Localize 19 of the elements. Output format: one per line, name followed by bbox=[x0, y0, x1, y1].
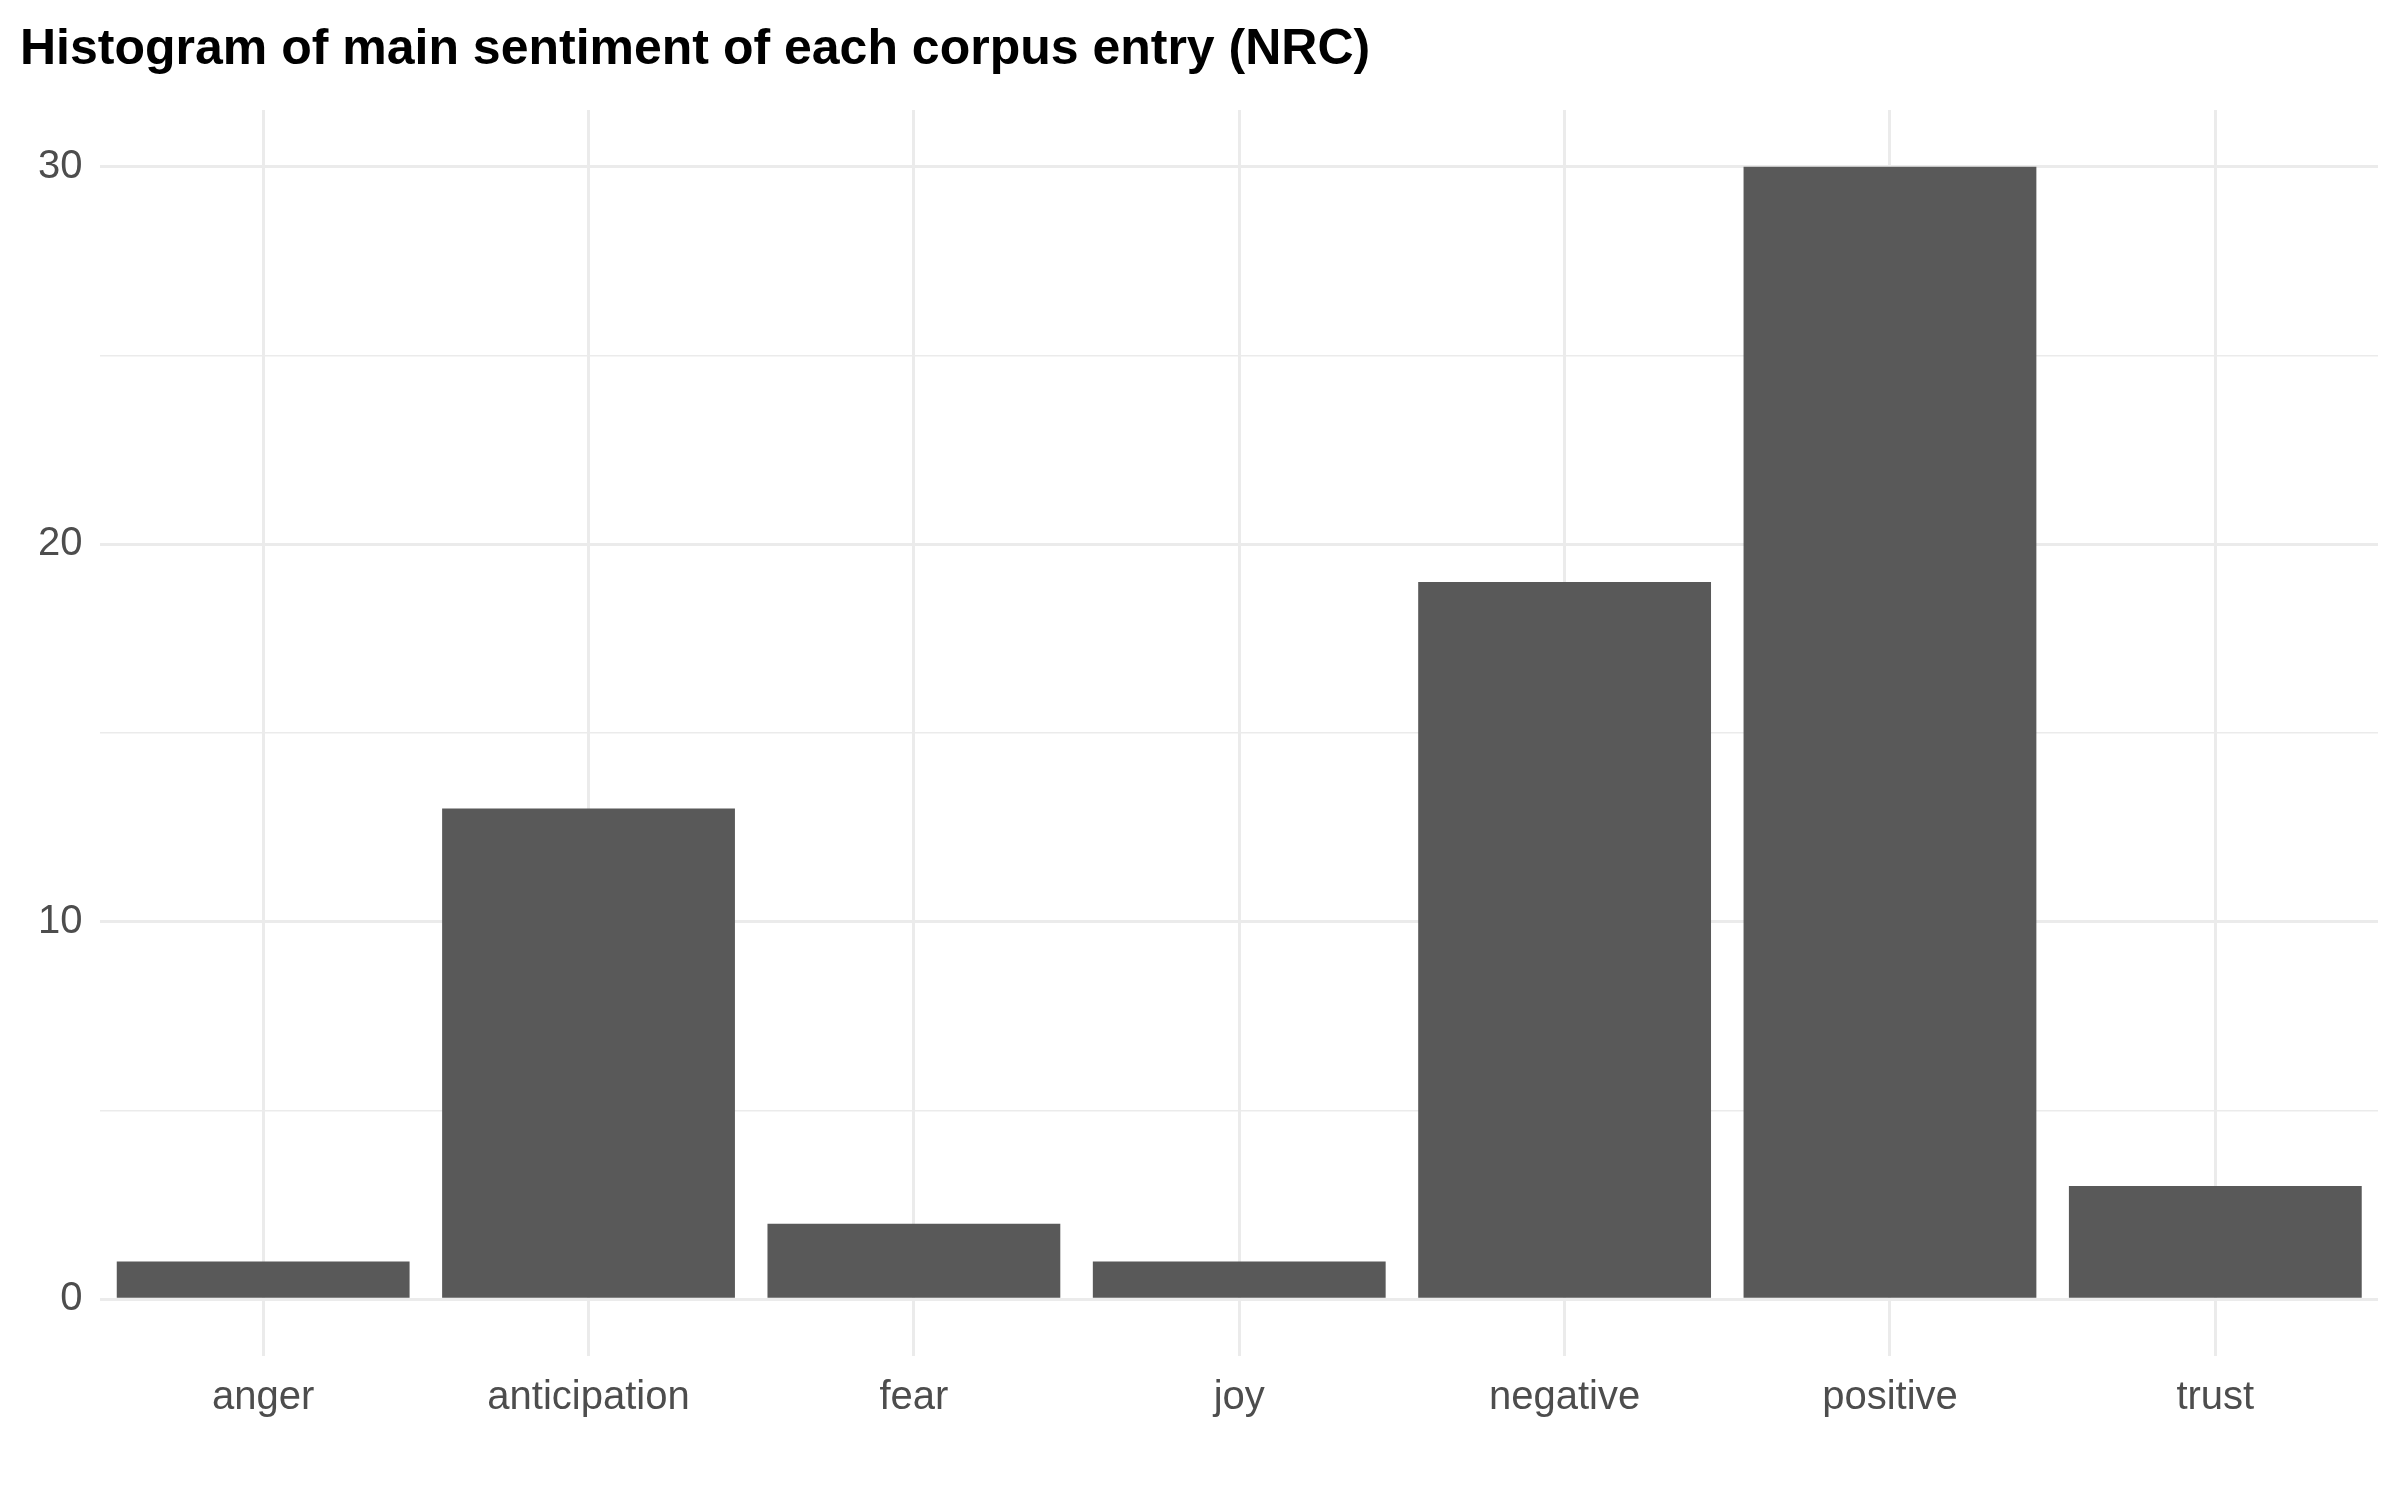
bar bbox=[767, 1223, 1061, 1298]
bar bbox=[442, 808, 735, 1298]
x-tick-label: positive bbox=[1822, 1373, 1958, 1418]
y-tick-label: 30 bbox=[37, 141, 83, 186]
x-tick-label: anger bbox=[212, 1373, 315, 1418]
x-tick-label: anticipation bbox=[487, 1373, 690, 1418]
y-tick-label: 0 bbox=[60, 1274, 83, 1319]
y-tick-label: 20 bbox=[37, 519, 83, 564]
bar bbox=[1743, 166, 2037, 1298]
x-tick-label: negative bbox=[1488, 1373, 1641, 1418]
x-tick-label: joy bbox=[1212, 1373, 1265, 1418]
bar bbox=[116, 1261, 410, 1298]
bar bbox=[1092, 1261, 1386, 1298]
y-tick-label: 10 bbox=[37, 896, 83, 941]
x-tick-label: fear bbox=[879, 1373, 949, 1418]
bar bbox=[2068, 1186, 2362, 1298]
x-tick-label: trust bbox=[2176, 1373, 2255, 1418]
chart-title: Histogram of main sentiment of each corpus entry (NRC) bbox=[20, 18, 1371, 75]
bar bbox=[1418, 581, 1712, 1298]
